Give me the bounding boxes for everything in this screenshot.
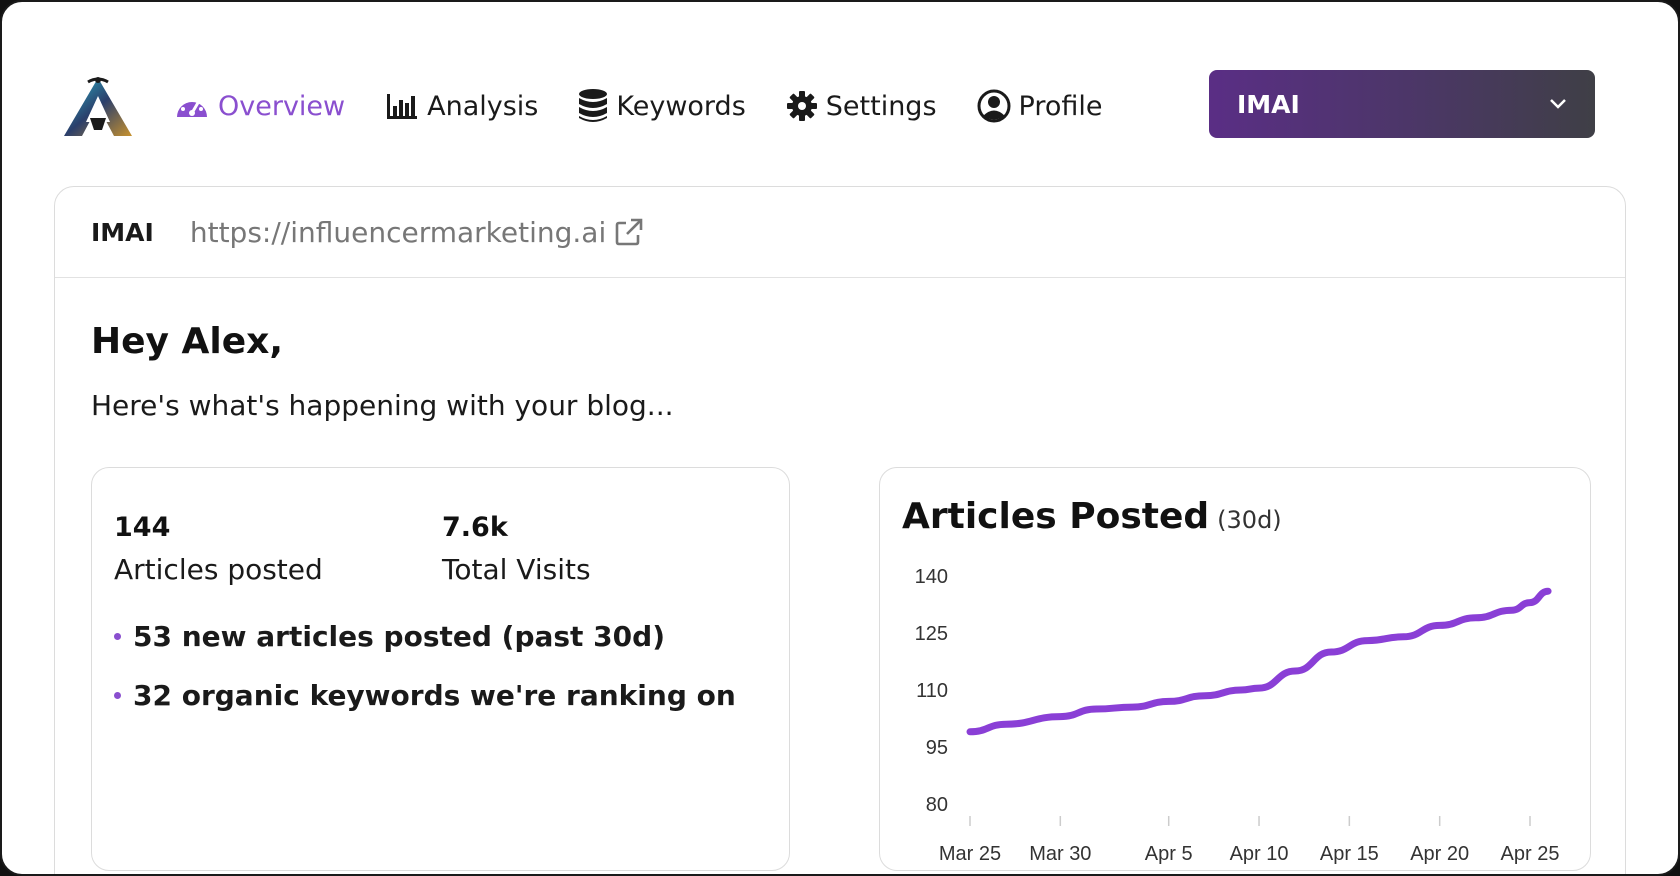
x-tick-label: Apr 10	[1230, 843, 1289, 865]
y-tick-label: 110	[916, 680, 948, 702]
site-selector-value: IMAI	[1237, 89, 1300, 119]
nav-overview-label: Overview	[218, 90, 346, 122]
gear-icon	[786, 91, 817, 121]
data-point	[1057, 713, 1064, 720]
gauge-icon	[177, 96, 207, 117]
site-selector-dropdown[interactable]: IMAI	[1209, 70, 1595, 138]
bar-chart-icon	[387, 94, 418, 119]
stat-articles-label: Articles posted	[114, 553, 323, 586]
highlights-list: 53 new articles posted (past 30d) 32 org…	[114, 620, 736, 738]
y-tick-label: 80	[926, 794, 948, 816]
site-url-link[interactable]: https://influencermarketing.ai	[189, 215, 607, 249]
data-point	[967, 728, 973, 735]
data-point	[1364, 637, 1371, 644]
site-overview-card: IMAI https://influencermarketing.ai Hey …	[54, 186, 1626, 874]
database-icon	[579, 89, 608, 122]
data-point	[1003, 721, 1010, 728]
chart-title-text: Articles Posted	[902, 496, 1210, 537]
chevron-down-icon	[1550, 99, 1566, 109]
series-line	[966, 587, 1552, 736]
chart-title: Articles Posted (30d)	[902, 496, 1282, 537]
data-point	[1472, 614, 1479, 621]
nav-overview[interactable]: Overview	[174, 91, 345, 122]
data-point	[1545, 588, 1552, 595]
user-circle-icon	[977, 89, 1011, 123]
data-point	[1400, 633, 1407, 640]
nav-settings-label: Settings	[825, 90, 937, 122]
stat-visits: 7.6k Total Visits	[442, 512, 591, 586]
data-point	[1129, 704, 1136, 711]
nav-settings[interactable]: Settings	[786, 90, 937, 122]
site-header: IMAI https://influencermarketing.ai	[55, 187, 1625, 278]
x-tick-label: Mar 25	[939, 843, 1001, 865]
x-tick-label: Mar 30	[1029, 843, 1091, 865]
data-point	[1328, 649, 1335, 655]
nav-analysis-label: Analysis	[427, 90, 539, 122]
nav-profile-label: Profile	[1018, 90, 1103, 122]
x-tick-label: Apr 25	[1501, 843, 1560, 865]
articles-line-chart: 140 125 110 95 80 Mar 25 Mar 30 Apr 5 Apr 10 Apr …	[915, 566, 1560, 865]
data-point	[1256, 685, 1263, 692]
y-tick-label: 140	[915, 566, 948, 588]
chart-period: (30d)	[1217, 506, 1282, 534]
nav-keywords[interactable]: Keywords	[578, 89, 746, 123]
top-nav: Overview Analysis Keywords	[62, 70, 1602, 142]
data-point	[1292, 668, 1299, 674]
site-name: IMAI	[91, 217, 154, 247]
highlight-text: 32 organic keywords we're ranking on	[133, 679, 736, 712]
data-point	[1201, 692, 1208, 699]
greeting-subtitle: Here's what's happening with your blog..…	[91, 389, 674, 422]
x-tick-label: Apr 20	[1410, 843, 1469, 865]
nav-keywords-label: Keywords	[616, 90, 746, 122]
logo-icon	[64, 77, 132, 136]
x-tick-label: Apr 15	[1320, 843, 1379, 865]
stat-visits-value: 7.6k	[442, 512, 508, 543]
stat-articles-value: 144	[114, 512, 171, 543]
data-point	[1436, 622, 1443, 629]
stats-panel: 144 Articles posted 7.6k Total Visits 53…	[91, 467, 790, 871]
data-point	[1165, 698, 1172, 705]
highlight-text: 53 new articles posted (past 30d)	[133, 620, 665, 653]
stat-articles: 144 Articles posted	[114, 512, 323, 586]
list-item: 53 new articles posted (past 30d)	[114, 620, 736, 653]
data-point	[1237, 687, 1244, 693]
data-point	[1093, 706, 1100, 712]
nav-analysis[interactable]: Analysis	[385, 91, 538, 122]
external-link-icon[interactable]	[614, 217, 644, 247]
data-point	[1527, 599, 1533, 606]
bullet-dot-icon	[114, 692, 121, 699]
list-item: 32 organic keywords we're ranking on	[114, 679, 736, 712]
x-tick-label: Apr 5	[1145, 843, 1193, 865]
y-tick-label: 125	[915, 623, 948, 645]
stat-visits-label: Total Visits	[442, 553, 591, 586]
articles-chart-panel: Articles Posted (30d) 140 125 110 95 80 Mar 25…	[879, 467, 1591, 871]
greeting-title: Hey Alex,	[91, 321, 284, 362]
bullet-dot-icon	[114, 633, 121, 640]
data-point	[1508, 607, 1515, 614]
y-tick-label: 95	[926, 737, 948, 759]
nav-profile[interactable]: Profile	[977, 89, 1103, 123]
